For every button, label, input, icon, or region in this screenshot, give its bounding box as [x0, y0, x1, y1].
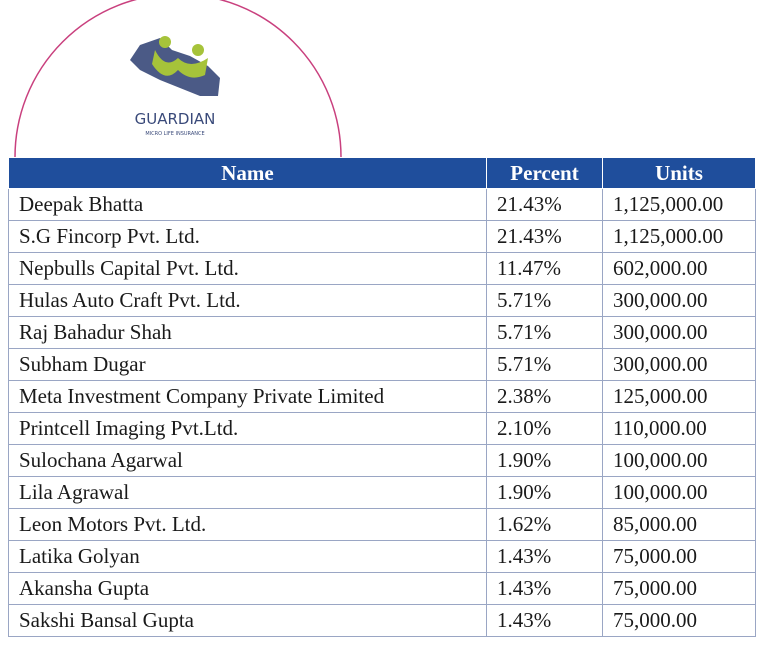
table-cell: 1,125,000.00	[602, 220, 756, 253]
table-cell: 300,000.00	[602, 284, 756, 317]
table-cell: 21.43%	[486, 188, 603, 221]
table-cell: Leon Motors Pvt. Ltd.	[8, 508, 487, 541]
figure	[192, 44, 204, 56]
table-cell: Sakshi Bansal Gupta	[8, 604, 487, 637]
table-cell: Sulochana Agarwal	[8, 444, 487, 477]
header-cell: Percent	[486, 157, 603, 189]
table-cell: 5.71%	[486, 316, 603, 349]
table-row: Meta Investment Company Private Limited 2…	[8, 380, 756, 413]
header-cell: Name	[8, 157, 487, 189]
table-row: Subham Dugar 5.71% 300,000.00	[8, 348, 756, 381]
table-row: Akansha Gupta 1.43% 75,000.00	[8, 572, 756, 605]
logo-subtitle: MICRO LIFE INSURANCE	[145, 131, 204, 137]
table-row: Sulochana Agarwal 1.90% 100,000.00	[8, 444, 756, 477]
table-cell: Meta Investment Company Private Limited	[8, 380, 487, 413]
table-cell: Hulas Auto Craft Pvt. Ltd.	[8, 284, 487, 317]
header-cell: Units	[602, 157, 756, 189]
table-cell: Nepbulls Capital Pvt. Ltd.	[8, 252, 487, 285]
table-row: Printcell Imaging Pvt.Ltd. 2.10% 110,000.0…	[8, 412, 756, 445]
logo-title: GUARDIAN	[135, 110, 216, 128]
table-cell: 75,000.00	[602, 604, 756, 637]
table-row: S.G Fincorp Pvt. Ltd. 21.43% 1,125,000.00	[8, 220, 756, 253]
table-cell: 11.47%	[486, 252, 603, 285]
table-cell: Subham Dugar	[8, 348, 487, 381]
table-cell: S.G Fincorp Pvt. Ltd.	[8, 220, 487, 253]
table-cell: 110,000.00	[602, 412, 756, 445]
table-cell: 21.43%	[486, 220, 603, 253]
table-cell: 5.71%	[486, 348, 603, 381]
table-cell: Raj Bahadur Shah	[8, 316, 487, 349]
table-row: Nepbulls Capital Pvt. Ltd. 11.47% 602,000.…	[8, 252, 756, 285]
table-cell: 125,000.00	[602, 380, 756, 413]
table-cell: 1.43%	[486, 604, 603, 637]
table-cell: 2.38%	[486, 380, 603, 413]
header-row: Name Percent Units	[8, 157, 756, 189]
table-row: Raj Bahadur Shah 5.71% 300,000.00	[8, 316, 756, 349]
table-cell: Printcell Imaging Pvt.Ltd.	[8, 412, 487, 445]
table-cell: Deepak Bhatta	[8, 188, 487, 221]
table-cell: Lila Agrawal	[8, 476, 487, 509]
table-cell: 1.90%	[486, 476, 603, 509]
table: Name Percent Units Deepak Bhatta 21.43% 1,12…	[8, 157, 756, 637]
table-row: Leon Motors Pvt. Ltd. 1.62% 85,000.00	[8, 508, 756, 541]
table-cell: Latika Golyan	[8, 540, 487, 573]
figure	[159, 36, 171, 48]
table-cell: 100,000.00	[602, 444, 756, 477]
table-cell: Akansha Gupta	[8, 572, 487, 605]
table-row: Sakshi Bansal Gupta 1.43% 75,000.00	[8, 604, 756, 637]
table-cell: 100,000.00	[602, 476, 756, 509]
table-row: Latika Golyan 1.43% 75,000.00	[8, 540, 756, 573]
table-cell: 602,000.00	[602, 252, 756, 285]
figures	[152, 50, 208, 78]
table-body: Deepak Bhatta 21.43% 1,125,000.00 S.G Finco…	[8, 188, 756, 637]
table-cell: 75,000.00	[602, 540, 756, 573]
table-cell: 1.90%	[486, 444, 603, 477]
logo: GUARDIAN MICRO LIFE INSURANCE	[14, 0, 342, 158]
table-row: Lila Agrawal 1.90% 100,000.00	[8, 476, 756, 509]
table-cell: 1,125,000.00	[602, 188, 756, 221]
table-cell: 75,000.00	[602, 572, 756, 605]
table-cell: 1.43%	[486, 572, 603, 605]
table-row: Hulas Auto Craft Pvt. Ltd. 5.71% 300,000.0…	[8, 284, 756, 317]
table-cell: 85,000.00	[602, 508, 756, 541]
table-cell: 1.43%	[486, 540, 603, 573]
arc	[14, 0, 342, 158]
table-row: Deepak Bhatta 21.43% 1,125,000.00	[8, 188, 756, 221]
table-cell: 1.62%	[486, 508, 603, 541]
table-cell: 2.10%	[486, 412, 603, 445]
table-cell: 300,000.00	[602, 348, 756, 381]
table-cell: 300,000.00	[602, 316, 756, 349]
table-cell: 5.71%	[486, 284, 603, 317]
